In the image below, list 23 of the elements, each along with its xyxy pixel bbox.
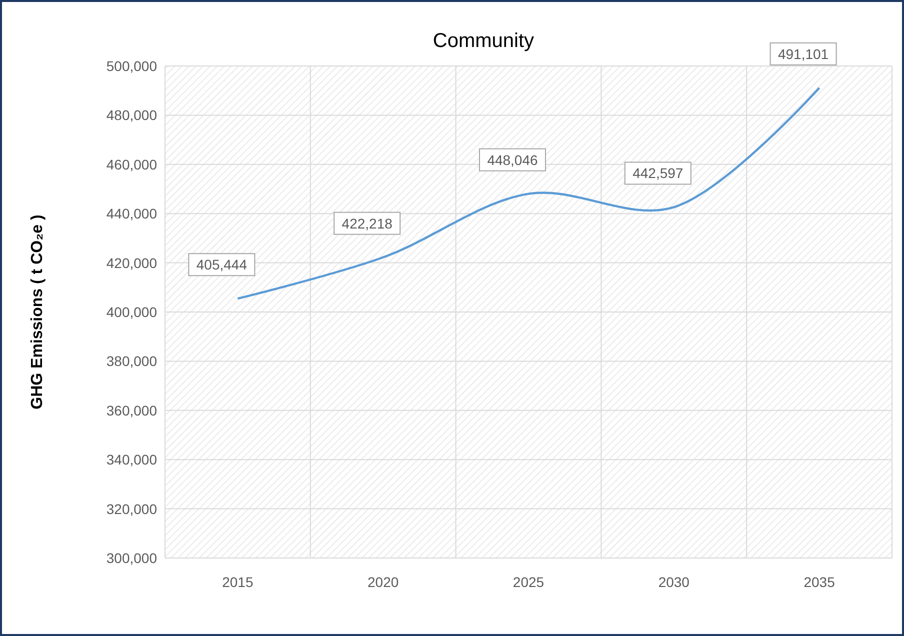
data-label: 491,101 (778, 46, 829, 62)
y-tick-label: 460,000 (106, 156, 158, 172)
y-tick-label: 420,000 (106, 254, 158, 271)
y-tick-label: 400,000 (106, 304, 158, 320)
y-axis-title: GHG Emissions ( t CO₂e ) (29, 214, 46, 410)
data-label: 422,218 (342, 215, 393, 232)
y-tick-label: 380,000 (106, 353, 158, 370)
y-tick-label: 340,000 (106, 452, 158, 468)
y-tick-label: 300,000 (106, 550, 158, 566)
y-tick-label: 480,000 (106, 107, 158, 124)
y-tick-label: 440,000 (106, 206, 158, 222)
y-tick-label: 320,000 (106, 500, 158, 517)
y-tick-label: 500,000 (106, 58, 158, 74)
x-tick-label: 2030 (658, 574, 690, 590)
x-tick-label: 2020 (368, 574, 399, 590)
chart-title: Community (432, 30, 534, 52)
data-label: 405,444 (196, 256, 248, 273)
data-label: 442,597 (632, 165, 684, 182)
x-tick-label: 2025 (512, 574, 544, 590)
x-tick-label: 2015 (222, 574, 254, 590)
data-label: 448,046 (487, 152, 538, 168)
y-tick-label: 360,000 (106, 402, 158, 418)
x-tick-label: 2035 (804, 574, 836, 590)
